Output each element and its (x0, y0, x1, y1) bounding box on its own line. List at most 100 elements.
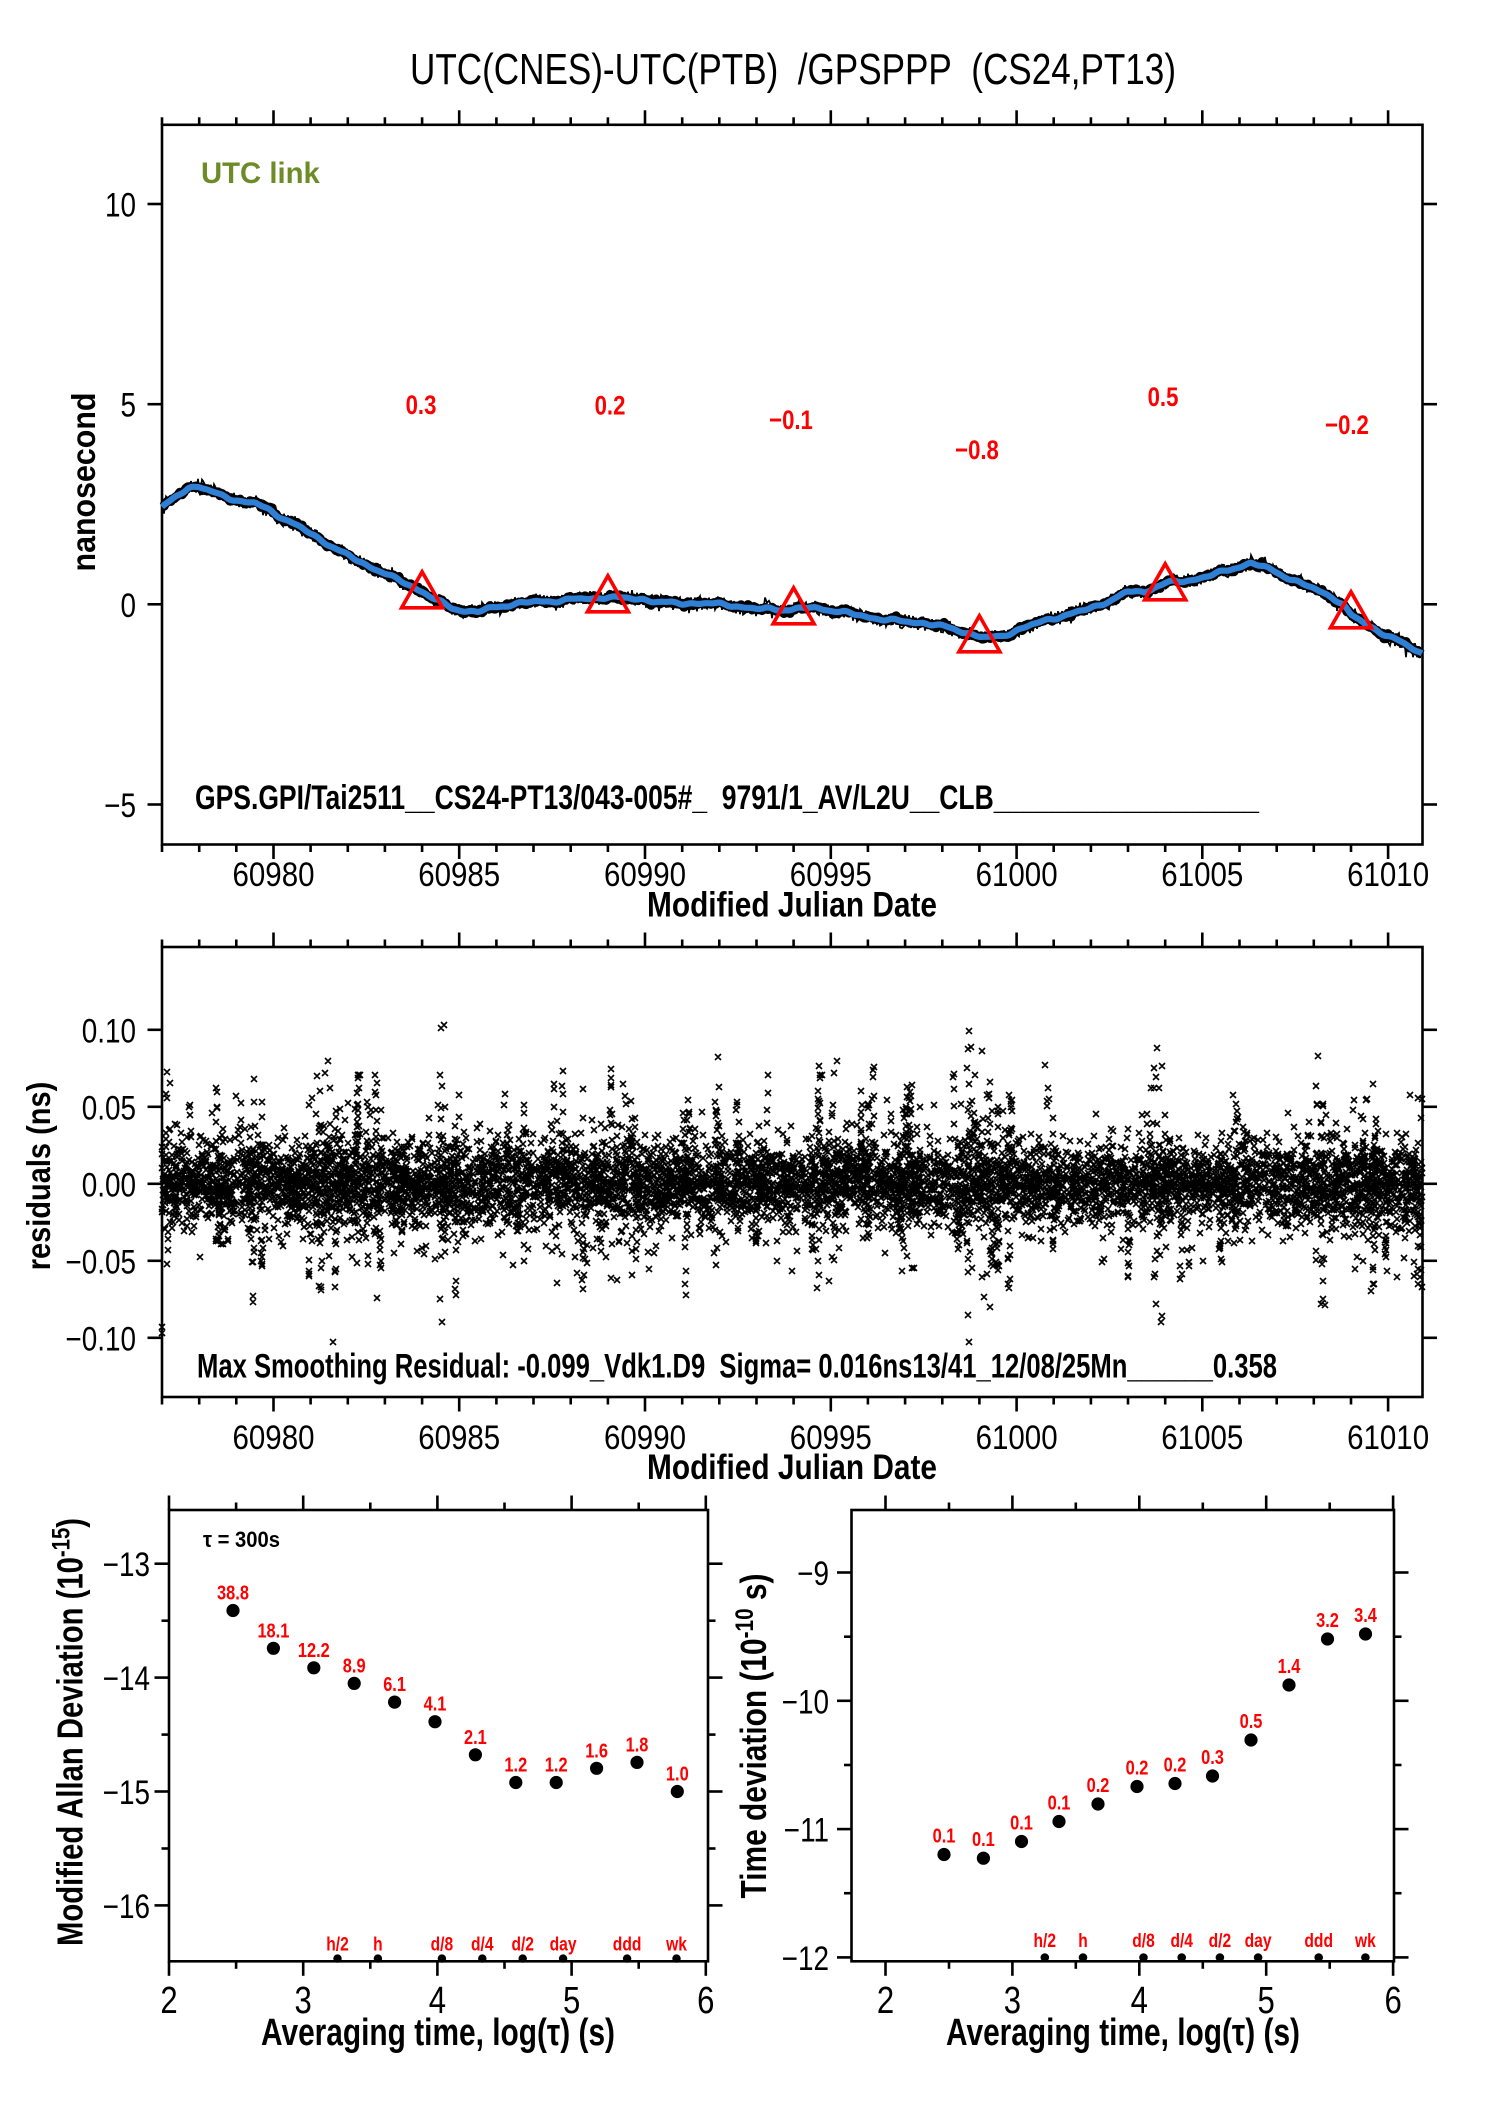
svg-text:τ = 300s: τ = 300s (203, 1527, 280, 1552)
svg-text:Averaging time, log(τ) (s): Averaging time, log(τ) (s) (261, 2012, 615, 2054)
svg-text:6: 6 (697, 1980, 714, 2022)
svg-text:0.3: 0.3 (406, 390, 437, 420)
svg-text:0.1: 0.1 (1048, 1793, 1071, 1815)
svg-text:1.0: 1.0 (666, 1764, 689, 1786)
svg-text:d/4: d/4 (471, 1935, 494, 1956)
svg-text:12.2: 12.2 (298, 1640, 330, 1662)
svg-text:1.2: 1.2 (504, 1755, 527, 1777)
svg-text:−5: −5 (104, 787, 136, 825)
svg-text:6: 6 (1384, 1980, 1401, 2022)
svg-text:38.8: 38.8 (217, 1583, 249, 1605)
svg-text:1.6: 1.6 (585, 1740, 608, 1762)
svg-text:0.2: 0.2 (1164, 1755, 1187, 1777)
svg-text:residuals (ns): residuals (ns) (20, 1082, 57, 1271)
svg-text:0.2: 0.2 (595, 391, 626, 421)
svg-text:3: 3 (295, 1980, 312, 2022)
svg-text:3.2: 3.2 (1316, 1610, 1339, 1632)
svg-text:5: 5 (1258, 1980, 1275, 2022)
svg-text:−16: −16 (103, 1888, 150, 1926)
svg-text:0.5: 0.5 (1148, 382, 1179, 412)
svg-text:h: h (1078, 1931, 1088, 1952)
svg-text:2: 2 (877, 1980, 894, 2022)
svg-text:60990: 60990 (604, 1419, 686, 1457)
svg-text:−11: −11 (784, 1812, 829, 1850)
svg-text:61000: 61000 (976, 1419, 1058, 1457)
svg-text:ddd: ddd (1304, 1931, 1333, 1952)
svg-text:0.00: 0.00 (82, 1166, 136, 1204)
svg-text:ddd: ddd (613, 1935, 642, 1956)
svg-text:−0.10: −0.10 (66, 1320, 137, 1358)
svg-text:−0.2: −0.2 (1325, 410, 1369, 440)
svg-text:60995: 60995 (790, 1419, 872, 1457)
svg-text:0.1: 0.1 (933, 1826, 956, 1848)
svg-text:3.4: 3.4 (1354, 1605, 1378, 1627)
svg-text:2: 2 (160, 1980, 177, 2022)
svg-text:d/2: d/2 (1209, 1931, 1232, 1952)
svg-text:8.9: 8.9 (343, 1655, 366, 1677)
svg-text:Modified Julian Date: Modified Julian Date (647, 886, 937, 925)
svg-text:Modified Allan Deviation (10-1: Modified Allan Deviation (10-15) (48, 1518, 91, 1946)
svg-text:−9: −9 (797, 1555, 829, 1593)
svg-text:1.4: 1.4 (1278, 1656, 1302, 1678)
svg-text:0.1: 0.1 (972, 1829, 995, 1851)
svg-text:60985: 60985 (418, 1419, 500, 1457)
svg-text:−0.8: −0.8 (955, 435, 999, 465)
svg-text:60980: 60980 (233, 856, 315, 894)
svg-text:1.2: 1.2 (545, 1755, 568, 1777)
svg-text:−0.1: −0.1 (769, 405, 813, 435)
svg-text:0.2: 0.2 (1087, 1775, 1110, 1797)
svg-text:18.1: 18.1 (257, 1620, 289, 1642)
svg-text:61010: 61010 (1347, 856, 1429, 894)
svg-text:5: 5 (121, 387, 137, 425)
svg-text:d/8: d/8 (431, 1935, 454, 1956)
svg-text:4: 4 (1131, 1980, 1148, 2022)
svg-text:day: day (1245, 1931, 1272, 1952)
svg-text:h/2: h/2 (326, 1935, 349, 1956)
svg-text:Time deviation (10-10 s): Time deviation (10-10 s) (731, 1574, 774, 1899)
svg-text:d/2: d/2 (511, 1935, 534, 1956)
svg-text:0.2: 0.2 (1126, 1758, 1149, 1780)
svg-text:61005: 61005 (1161, 1419, 1243, 1457)
svg-text:1.8: 1.8 (626, 1734, 649, 1756)
svg-text:d/4: d/4 (1170, 1931, 1193, 1952)
svg-text:−13: −13 (103, 1546, 150, 1584)
svg-text:6.1: 6.1 (383, 1674, 406, 1696)
svg-text:4.1: 4.1 (424, 1694, 447, 1716)
svg-text:61010: 61010 (1347, 1419, 1429, 1457)
svg-text:h: h (373, 1935, 383, 1956)
svg-text:0.3: 0.3 (1201, 1747, 1224, 1769)
svg-text:Modified Julian Date: Modified Julian Date (647, 1448, 937, 1487)
svg-text:10: 10 (105, 187, 136, 225)
svg-text:0.1: 0.1 (1010, 1813, 1033, 1835)
svg-text:−0.05: −0.05 (66, 1243, 137, 1281)
svg-text:day: day (550, 1935, 577, 1956)
svg-text:60985: 60985 (418, 856, 500, 894)
svg-text:0.5: 0.5 (1240, 1711, 1263, 1733)
svg-text:60980: 60980 (233, 1419, 315, 1457)
svg-text:3: 3 (1004, 1980, 1021, 2022)
svg-text:0.10: 0.10 (82, 1012, 136, 1050)
svg-text:d/8: d/8 (1132, 1931, 1155, 1952)
svg-text:5: 5 (563, 1980, 580, 2022)
svg-text:wk: wk (665, 1935, 687, 1956)
svg-text:4: 4 (429, 1980, 446, 2022)
svg-text:0.05: 0.05 (82, 1089, 136, 1127)
svg-text:UTC link: UTC link (201, 157, 320, 190)
svg-text:wk: wk (1354, 1931, 1376, 1952)
svg-text:−14: −14 (103, 1660, 150, 1698)
svg-text:61000: 61000 (976, 856, 1058, 894)
svg-text:−10: −10 (782, 1683, 829, 1721)
svg-text:Max Smoothing Residual: -0.099: Max Smoothing Residual: -0.099_Vdk1.D9 S… (197, 1348, 1277, 1386)
svg-text:60990: 60990 (604, 856, 686, 894)
svg-text:Averaging time, log(τ) (s): Averaging time, log(τ) (s) (946, 2012, 1300, 2054)
svg-text:h/2: h/2 (1034, 1931, 1057, 1952)
svg-text:−12: −12 (782, 1940, 829, 1978)
svg-text:2.1: 2.1 (464, 1727, 487, 1749)
svg-text:UTC(CNES)-UTC(PTB) /GPSPPP (: UTC(CNES)-UTC(PTB) /GPSPPP (CS24,PT13) (410, 45, 1176, 94)
svg-text:GPS.GPI/Tai2511__CS24-PT13/043: GPS.GPI/Tai2511__CS24-PT13/043-005#_ 979… (195, 779, 1260, 817)
svg-text:61005: 61005 (1161, 856, 1243, 894)
svg-text:nanosecond: nanosecond (65, 393, 102, 572)
svg-text:−15: −15 (103, 1774, 150, 1812)
svg-text:60995: 60995 (790, 856, 872, 894)
svg-text:0: 0 (121, 587, 137, 625)
